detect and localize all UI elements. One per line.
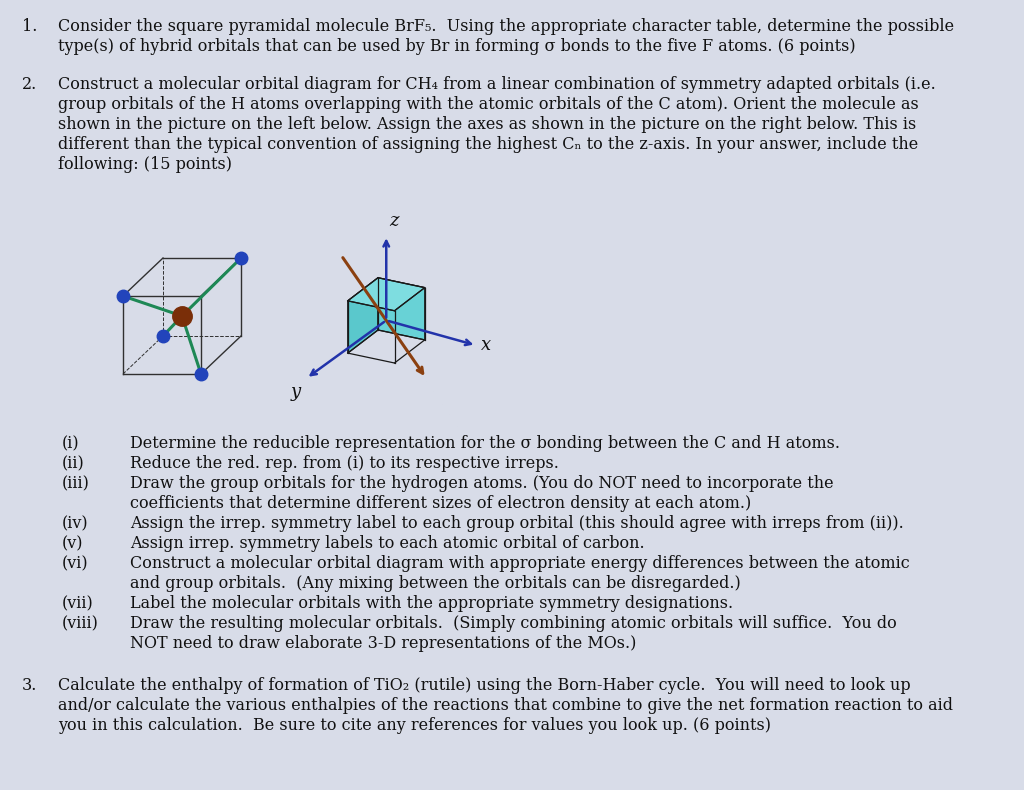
Text: Assign the irrep. symmetry label to each group orbital (this should agree with i: Assign the irrep. symmetry label to each… [130,515,904,532]
Text: type(s) of hybrid orbitals that can be used by Br in forming σ bonds to the five: type(s) of hybrid orbitals that can be u… [58,38,856,55]
Text: (iii): (iii) [62,475,90,492]
Text: Assign irrep. symmetry labels to each atomic orbital of carbon.: Assign irrep. symmetry labels to each at… [130,535,645,552]
Text: you in this calculation.  Be sure to cite any references for values you look up.: you in this calculation. Be sure to cite… [58,717,771,734]
Text: (ii): (ii) [62,455,85,472]
Text: Reduce the red. rep. from (i) to its respective irreps.: Reduce the red. rep. from (i) to its res… [130,455,559,472]
Text: different than the typical convention of assigning the highest Cₙ to the z-axis.: different than the typical convention of… [58,136,919,153]
Text: shown in the picture on the left below. Assign the axes as shown in the picture : shown in the picture on the left below. … [58,116,916,133]
Text: Label the molecular orbitals with the appropriate symmetry designations.: Label the molecular orbitals with the ap… [130,595,733,612]
Text: Consider the square pyramidal molecule BrF₅.  Using the appropriate character ta: Consider the square pyramidal molecule B… [58,18,954,35]
Polygon shape [348,278,425,310]
Text: Draw the group orbitals for the hydrogen atoms. (You do NOT need to incorporate : Draw the group orbitals for the hydrogen… [130,475,834,492]
Text: 1.: 1. [22,18,37,35]
Text: x: x [481,337,492,355]
Text: Determine the reducible representation for the σ bonding between the C and H ato: Determine the reducible representation f… [130,435,840,452]
Text: z: z [389,213,398,231]
Polygon shape [378,278,425,340]
Text: (viii): (viii) [62,615,99,632]
Text: Construct a molecular orbital diagram with appropriate energy differences betwee: Construct a molecular orbital diagram wi… [130,555,909,572]
Text: and group orbitals.  (Any mixing between the orbitals can be disregarded.): and group orbitals. (Any mixing between … [130,575,740,592]
Text: and/or calculate the various enthalpies of the reactions that combine to give th: and/or calculate the various enthalpies … [58,697,953,714]
Text: following: (15 points): following: (15 points) [58,156,232,173]
Polygon shape [348,278,378,353]
Text: (v): (v) [62,535,84,552]
Text: y: y [291,383,301,401]
Text: Calculate the enthalpy of formation of TiO₂ (rutile) using the Born-Haber cycle.: Calculate the enthalpy of formation of T… [58,677,910,694]
Text: (vii): (vii) [62,595,94,612]
Text: Construct a molecular orbital diagram for CH₄ from a linear combination of symme: Construct a molecular orbital diagram fo… [58,76,936,93]
Text: Draw the resulting molecular orbitals.  (Simply combining atomic orbitals will s: Draw the resulting molecular orbitals. (… [130,615,897,632]
Text: NOT need to draw elaborate 3-D representations of the MOs.): NOT need to draw elaborate 3-D represent… [130,635,636,652]
Text: (i): (i) [62,435,80,452]
Text: (iv): (iv) [62,515,89,532]
Text: (vi): (vi) [62,555,89,572]
Text: 3.: 3. [22,677,37,694]
Text: 2.: 2. [22,76,37,93]
Text: group orbitals of the H atoms overlapping with the atomic orbitals of the C atom: group orbitals of the H atoms overlappin… [58,96,919,113]
Text: coefficients that determine different sizes of electron density at each atom.): coefficients that determine different si… [130,495,752,512]
